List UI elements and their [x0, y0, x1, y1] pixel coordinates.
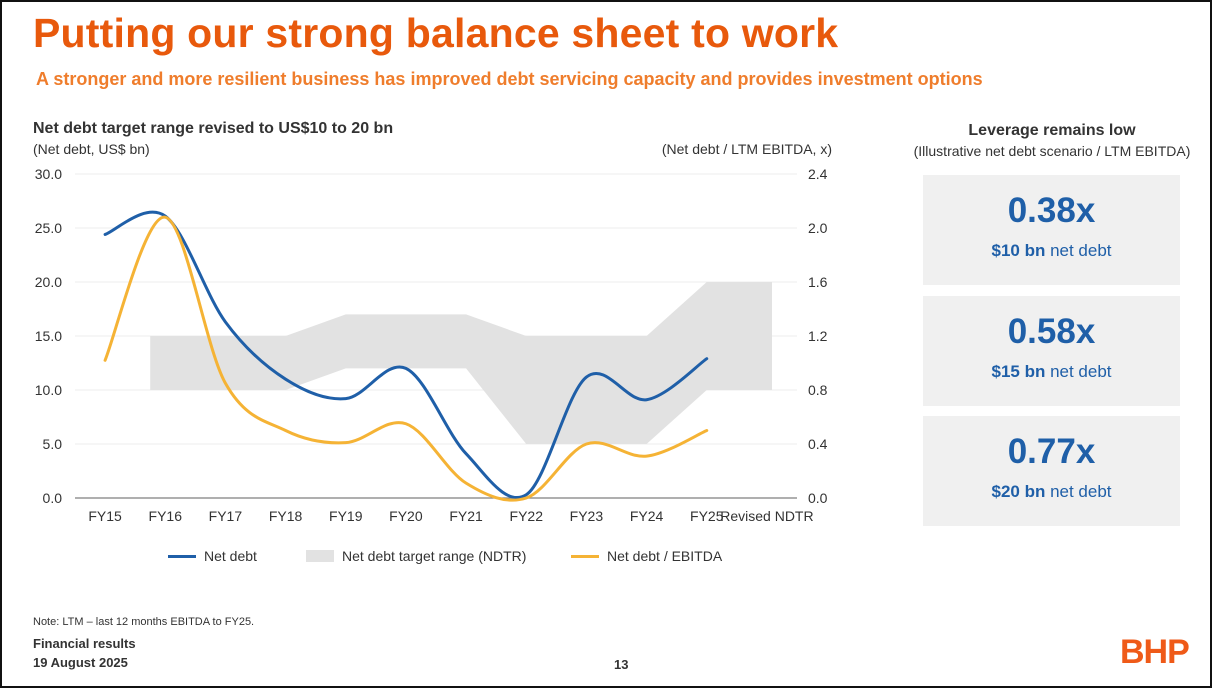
leverage-card-10bn: 0.38x $10 bn net debt	[923, 175, 1180, 285]
leverage-amount: $15 bn	[991, 362, 1046, 381]
y-tick-label: 0.0	[43, 490, 63, 506]
footer-date: 19 August 2025	[33, 655, 128, 670]
x-tick-label: FY15	[88, 508, 122, 524]
x-tick-label: FY19	[329, 508, 363, 524]
y2-tick-label: 1.6	[808, 274, 828, 290]
ndtr-band	[150, 282, 773, 444]
leverage-caption: $20 bn net debt	[923, 482, 1180, 502]
y-tick-label: 15.0	[35, 328, 62, 344]
y2-tick-label: 2.4	[808, 166, 828, 182]
y-tick-label: 30.0	[35, 166, 62, 182]
x-tick-label: FY21	[449, 508, 483, 524]
leverage-value: 0.38x	[1007, 191, 1096, 230]
legend-ebitda: Net debt / EBITDA	[571, 548, 722, 564]
legend-ndtr-swatch	[306, 550, 334, 562]
x-tick-label: FY16	[149, 508, 183, 524]
leverage-title: Leverage remains low	[968, 122, 1136, 139]
y2-tick-label: 0.4	[808, 436, 828, 452]
net-debt-line	[103, 210, 709, 499]
leverage-card-20bn: 0.77x $20 bn net debt	[923, 416, 1180, 526]
leverage-card-15bn: 0.58x $15 bn net debt	[923, 296, 1180, 406]
page-number: 13	[614, 657, 629, 672]
chart-left-axis-label: (Net debt, US$ bn)	[33, 141, 150, 157]
y2-tick-label: 0.0	[808, 490, 828, 506]
leverage-subtitle: (Illustrative net debt scenario / LTM EB…	[913, 143, 1191, 159]
net-debt-ebitda-line	[103, 215, 709, 502]
legend-net-debt: Net debt	[168, 548, 257, 564]
legend-net-debt-swatch	[168, 554, 196, 558]
legend-ebitda-swatch	[571, 554, 599, 558]
leverage-suffix: net debt	[1045, 241, 1112, 260]
x-tick-label: FY25	[690, 508, 724, 524]
chart-legend: Net debt Net debt target range (NDTR) Ne…	[0, 548, 860, 572]
y-tick-label: 25.0	[35, 220, 62, 236]
bhp-logo: BHP	[1120, 633, 1190, 671]
x-tick-label: FY17	[209, 508, 243, 524]
leverage-caption: $10 bn net debt	[923, 241, 1180, 261]
x-tick-label: FY24	[630, 508, 664, 524]
page-title: Putting our strong balance sheet to work	[33, 10, 839, 56]
leverage-amount: $10 bn	[991, 241, 1046, 260]
leverage-suffix: net debt	[1045, 362, 1112, 381]
x-tick-label: FY23	[570, 508, 604, 524]
x-tick-label: FY20	[389, 508, 423, 524]
x-tick-label: Revised NDTR	[720, 508, 813, 524]
y2-tick-label: 1.2	[808, 328, 828, 344]
leverage-amount: $20 bn	[991, 482, 1046, 501]
chart-title: Net debt target range revised to US$10 t…	[33, 120, 394, 137]
legend-ndtr-label: Net debt target range (NDTR)	[342, 548, 527, 564]
x-tick-label: FY22	[510, 508, 544, 524]
y2-tick-label: 0.8	[808, 382, 828, 398]
leverage-suffix: net debt	[1045, 482, 1112, 501]
page-subtitle: A stronger and more resilient business h…	[36, 69, 983, 89]
leverage-value: 0.77x	[1007, 432, 1096, 471]
chart-right-axis-label: (Net debt / LTM EBITDA, x)	[661, 141, 832, 157]
footnote: Note: LTM – last 12 months EBITDA to FY2…	[33, 616, 255, 628]
footer-report-name: Financial results	[33, 636, 136, 651]
net-debt-chart: 0.0 5.0 10.0 15.0 20.0 25.0 30.0 0.0 0.4 0.8 1.2 1.…	[35, 166, 828, 524]
y-tick-label: 10.0	[35, 382, 62, 398]
leverage-value: 0.58x	[1007, 312, 1096, 351]
y-tick-label: 20.0	[35, 274, 62, 290]
legend-ndtr: Net debt target range (NDTR)	[306, 548, 526, 564]
y-tick-label: 5.0	[43, 436, 63, 452]
legend-ebitda-label: Net debt / EBITDA	[607, 548, 723, 564]
leverage-caption: $15 bn net debt	[923, 362, 1180, 382]
legend-net-debt-label: Net debt	[204, 548, 257, 564]
y2-tick-label: 2.0	[808, 220, 828, 236]
x-tick-label: FY18	[269, 508, 303, 524]
